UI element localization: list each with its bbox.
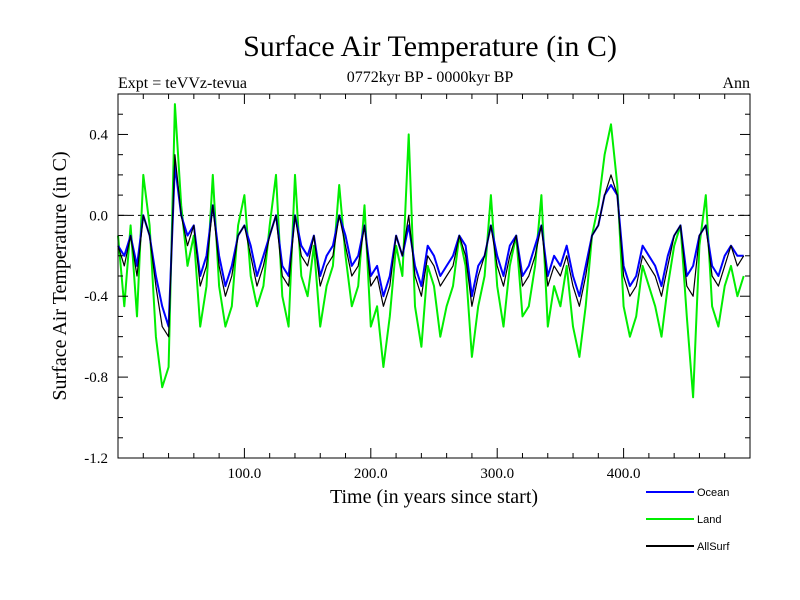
- y-tick-label: 0.0: [89, 208, 108, 224]
- legend: Ocean Land AllSurf: [646, 487, 730, 553]
- x-tick-label: 100.0: [228, 466, 262, 482]
- y-axis-label: Surface Air Temperature (in C): [49, 151, 71, 400]
- y-tick-label: -0.4: [84, 289, 108, 305]
- legend-label-allsurf: AllSurf: [697, 541, 730, 553]
- series-line-ocean: [117, 163, 744, 328]
- chart-title: Surface Air Temperature (in C): [243, 30, 617, 63]
- legend-label-land: Land: [697, 514, 721, 526]
- x-axis-label: Time (in years since start): [330, 486, 538, 508]
- period-label: 0772kyr BP - 0000kyr BP: [347, 69, 514, 86]
- series-line-allsurf: [117, 154, 745, 338]
- y-tick-label: -1.2: [84, 451, 108, 467]
- series-line-land: [117, 103, 745, 399]
- x-tick-label: 400.0: [607, 466, 641, 482]
- y-tick-label: -0.8: [84, 370, 108, 386]
- y-tick-label: 0.4: [89, 127, 108, 143]
- legend-label-ocean: Ocean: [697, 487, 729, 499]
- season-label: Ann: [722, 75, 750, 92]
- x-tick-label: 300.0: [480, 466, 514, 482]
- experiment-label: Expt = teVVz-tevua: [118, 75, 247, 92]
- x-tick-label: 200.0: [354, 466, 388, 482]
